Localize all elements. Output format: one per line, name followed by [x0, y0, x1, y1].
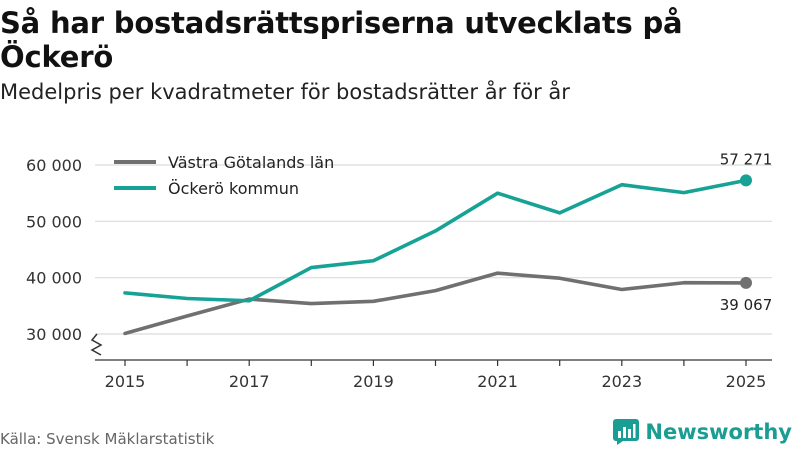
legend-label: Öckerö kommun — [168, 179, 299, 198]
newsworthy-logo-icon — [613, 419, 640, 445]
x-axis: 2015 2017 2019 2021 2023 2025 — [95, 359, 772, 391]
axis-break-icon — [90, 333, 103, 356]
grid-lines — [95, 164, 772, 335]
x-tick-label: 2017 — [229, 372, 270, 391]
line-chart: 30 000 40 000 50 000 60 000 2015 2017 2019 202… — [26, 150, 773, 391]
data-label: 39 067 — [720, 296, 773, 314]
x-tick-label: 2015 — [105, 372, 146, 391]
brand-logo: Newsworthy — [613, 419, 792, 445]
series-end-point — [740, 174, 752, 187]
chart-title: Så har bostadsrättspriserna utvecklats p… — [0, 6, 683, 74]
y-axis-ticks: 30 000 40 000 50 000 60 000 — [26, 156, 103, 356]
x-tick-label: 2021 — [477, 372, 518, 391]
x-tick-label: 2025 — [726, 372, 767, 391]
series-lines — [123, 174, 752, 336]
y-tick-label: 30 000 — [26, 325, 82, 344]
data-label: 57 271 — [720, 150, 773, 168]
series-line-vastra-gotaland — [123, 271, 748, 336]
source-note: Källa: Svensk Mäklarstatistik — [0, 430, 215, 448]
legend: Västra Götalands län Öckerö kommun — [114, 153, 334, 198]
y-tick-label: 40 000 — [26, 269, 82, 288]
x-tick-label: 2019 — [353, 372, 394, 391]
legend-label: Västra Götalands län — [168, 153, 334, 172]
brand-name: Newsworthy — [645, 420, 792, 444]
y-tick-label: 50 000 — [26, 212, 82, 231]
x-tick-label: 2023 — [601, 372, 642, 391]
series-line-ockero — [123, 178, 748, 303]
chart-subtitle: Medelpris per kvadratmeter för bostadsrä… — [0, 80, 570, 104]
y-tick-label: 60 000 — [26, 156, 82, 175]
series-end-point — [740, 276, 752, 289]
end-labels: 39 067 57 271 — [720, 150, 773, 314]
